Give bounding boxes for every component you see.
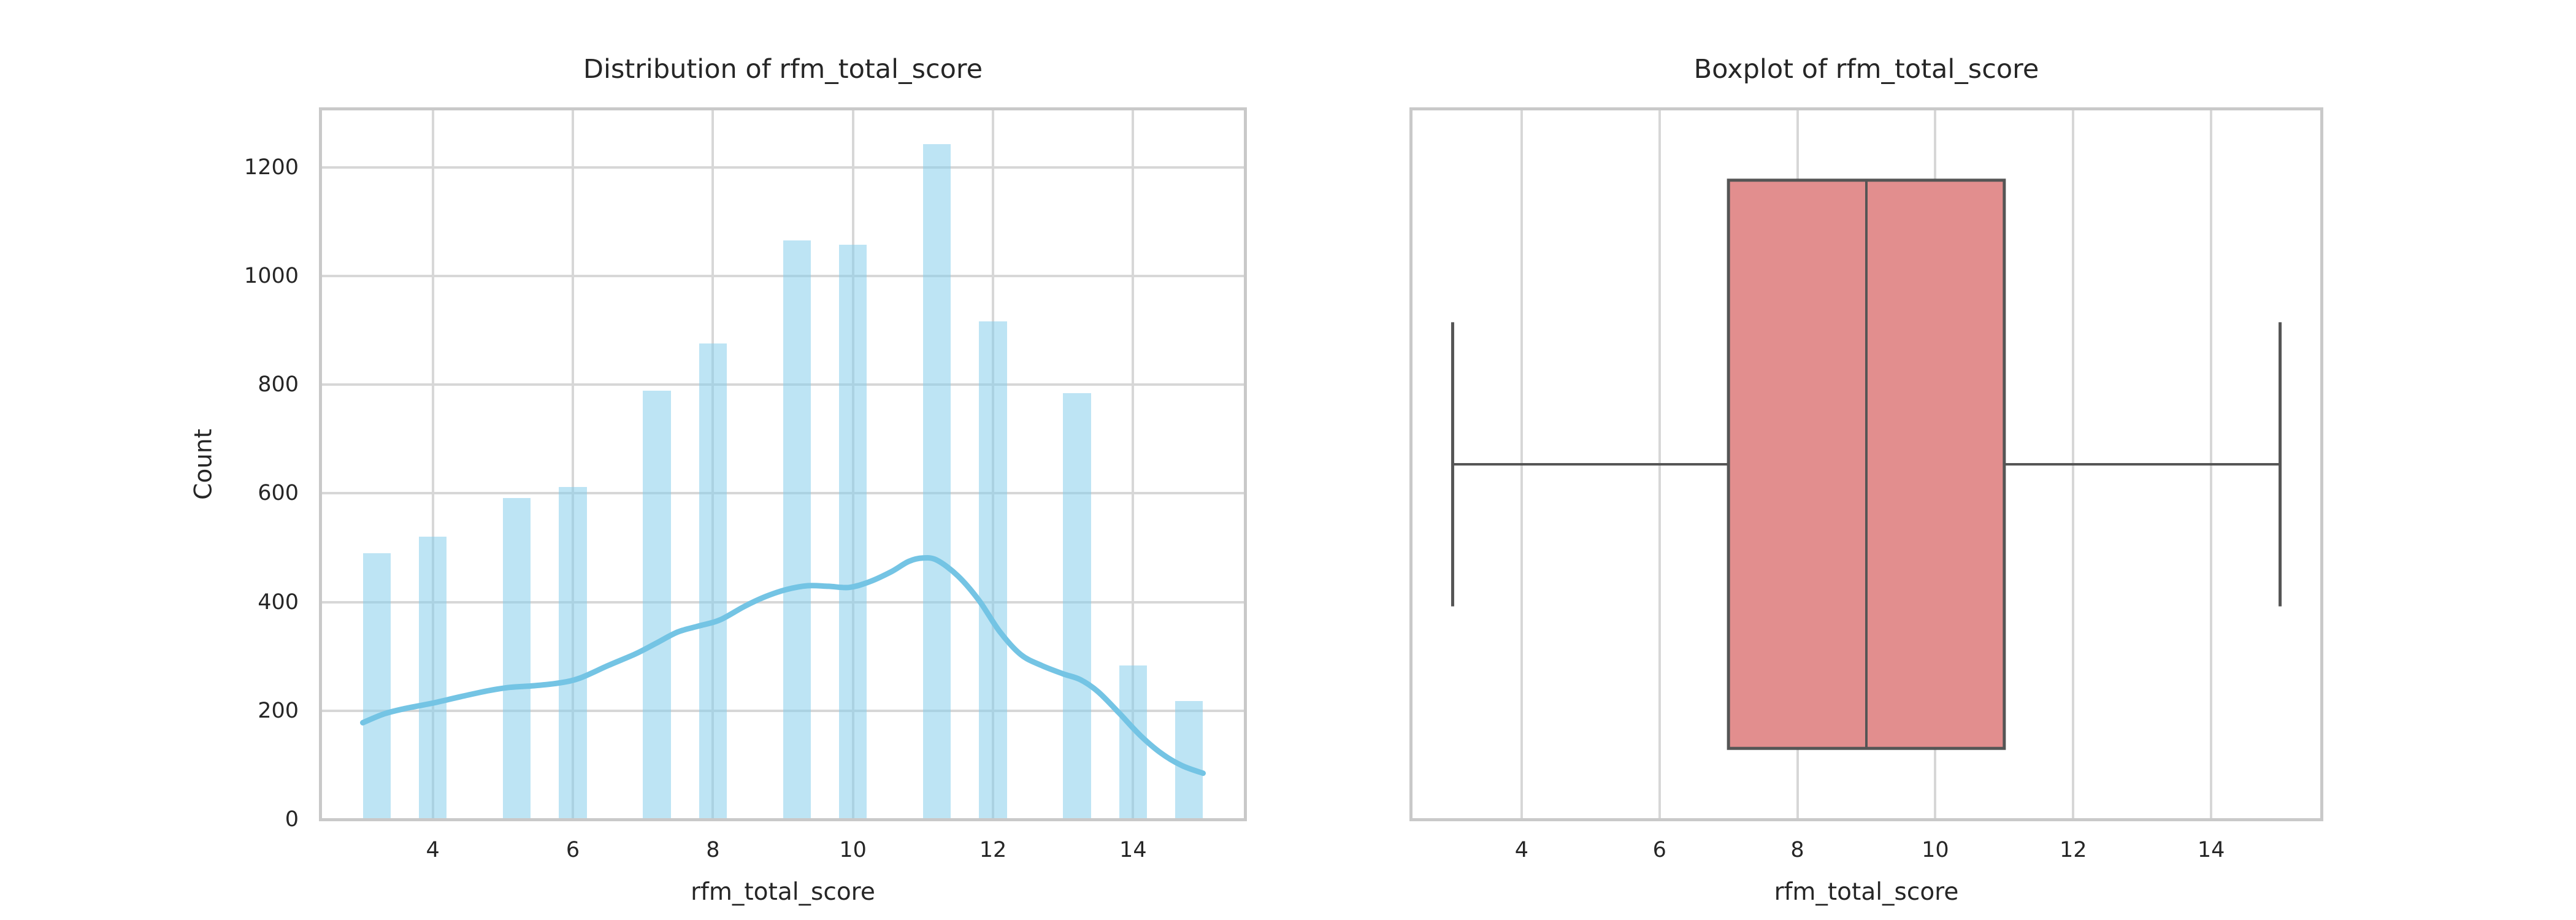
gridline-vertical bbox=[1132, 109, 1135, 819]
x-tick-label: 10 bbox=[1922, 838, 1949, 862]
histogram-bar bbox=[979, 321, 1007, 819]
y-tick-label: 1200 bbox=[243, 155, 299, 180]
y-tick-label: 0 bbox=[285, 807, 299, 832]
boxplot-title: Boxplot of rfm_total_score bbox=[1693, 54, 2039, 85]
histogram-bar bbox=[1063, 393, 1091, 819]
x-tick-label: 14 bbox=[2197, 838, 2225, 862]
boxplot-xaxis-label: rfm_total_score bbox=[1774, 878, 1959, 906]
histogram-bar bbox=[838, 244, 867, 819]
gridline-vertical bbox=[572, 109, 574, 819]
y-tick-label: 600 bbox=[258, 481, 299, 506]
kde-layer bbox=[360, 555, 1206, 776]
y-tick-label: 200 bbox=[258, 698, 299, 723]
boxplot-plot-area: 4 6 8 10 12 14 bbox=[1409, 107, 2323, 862]
histogram-plot-area: 4 6 8 10 12 14 0 200 400 600 800 1000 1200 bbox=[244, 107, 1247, 862]
y-tick-label: 400 bbox=[258, 589, 299, 615]
x-tick-label: 6 bbox=[565, 838, 580, 862]
histogram-bar bbox=[783, 240, 811, 819]
x-tick-label: 12 bbox=[979, 838, 1007, 862]
x-tick-label: 6 bbox=[1652, 838, 1666, 862]
histogram-title: Distribution of rfm_total_score bbox=[583, 54, 983, 85]
histogram-bar bbox=[1175, 700, 1203, 819]
histogram-bar bbox=[362, 553, 391, 819]
histogram-bar bbox=[922, 144, 951, 819]
boxplot-layer bbox=[1451, 178, 2282, 750]
x-tick-label: 8 bbox=[706, 838, 720, 862]
kde-curve bbox=[360, 555, 1206, 776]
histogram-bar bbox=[418, 537, 447, 819]
x-tick-label: 12 bbox=[2059, 838, 2087, 862]
y-tick-label: 1000 bbox=[243, 264, 299, 288]
histogram-bar bbox=[643, 390, 671, 819]
gridline-vertical bbox=[431, 109, 434, 819]
histogram-bar bbox=[699, 343, 727, 819]
histogram-bar bbox=[1119, 665, 1148, 819]
gridline-horizontal bbox=[321, 166, 1245, 169]
x-tick-label: 8 bbox=[1790, 838, 1804, 862]
histogram-xaxis-label: rfm_total_score bbox=[691, 878, 875, 906]
histogram-bar bbox=[502, 498, 531, 819]
histogram-bar bbox=[559, 486, 587, 819]
y-tick-label: 800 bbox=[258, 372, 299, 397]
x-tick-label: 10 bbox=[839, 838, 867, 862]
x-tick-label: 14 bbox=[1119, 838, 1147, 862]
x-tick-label: 4 bbox=[1514, 838, 1529, 862]
x-tick-label: 4 bbox=[426, 838, 440, 862]
